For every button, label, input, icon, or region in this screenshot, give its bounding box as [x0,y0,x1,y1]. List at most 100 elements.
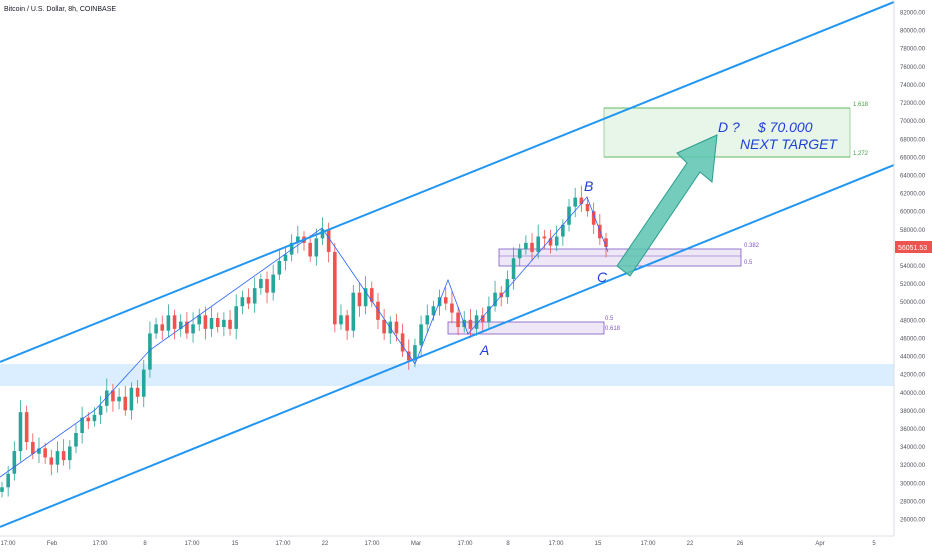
price-axis-label: 26000.00 [900,518,926,524]
price-axis-label: 68000.00 [900,137,926,143]
time-axis-label: Feb [47,541,58,547]
candle-up [517,249,522,259]
candle-up [296,236,300,243]
candle-down [357,292,362,307]
time-axis-label: 8 [143,541,147,547]
price-axis-label: 48000.00 [900,318,926,324]
fib-label-1272: 1.272 [853,151,869,157]
candle-up [141,369,146,397]
fib-label-1618: 1.618 [853,102,869,108]
candle-up [474,315,479,329]
price-axis-label: 78000.00 [900,47,926,53]
candle-down [43,448,47,458]
candle-down [215,318,220,328]
candle-up [271,274,275,293]
candle-up [351,292,356,331]
candle-down [345,315,349,331]
candle-down [203,315,208,329]
time-axis-label: 15 [595,541,602,547]
time-axis-label: 17:00 [184,541,200,547]
candle-up [166,315,171,331]
candle-up [524,242,528,250]
price-axis-label: 82000.00 [900,11,926,17]
symbol-title: Bitcoin / U.S. Dollar, 8h, COINBASE [4,6,116,13]
time-axis-label: Mar [411,541,421,547]
candle-down [376,301,380,320]
candle-down [443,297,448,304]
candle-up [431,306,436,316]
candle-down [499,292,504,298]
time-axis-label: 17:00 [548,541,564,547]
candle-up [536,236,541,252]
price-axis[interactable]: 82000.00 80000.00 78000.00 76000.00 74000.00… [900,11,926,524]
target-caption-text: NEXT TARGET [740,136,838,152]
candle-down [382,319,386,334]
candle-down [246,297,251,304]
price-axis-label: 64000.00 [900,173,926,179]
time-axis-label: 17:00 [275,541,291,547]
time-axis-label: 5 [872,541,876,547]
candle-up [363,288,368,307]
candle-down [406,351,411,361]
candle-down [49,457,54,465]
price-axis-label: 34000.00 [900,445,926,451]
candle-down [228,319,232,329]
candle-up [277,260,282,275]
candle-up [0,487,4,492]
candle-up [413,345,417,361]
candle-up [259,279,263,289]
time-axis[interactable]: 17:00 Feb 17:00 8 17:00 15 17:00 22 17:00 Mar 17:0… [0,541,876,547]
candle-up [6,473,10,488]
candle-up [234,306,239,329]
time-axis-label: 8 [506,541,510,547]
channel-lower-line[interactable] [0,164,895,528]
candle-down [450,303,454,313]
price-axis-label: 46000.00 [900,336,926,342]
candle-up [339,315,343,325]
target-arrow[interactable] [616,134,718,277]
price-axis-label: 42000.00 [900,373,926,379]
price-axis-label: 76000.00 [900,65,926,71]
candle-up [240,297,245,307]
candle-up [222,319,226,328]
time-axis-label: Apr [815,541,824,547]
candle-up [289,242,294,255]
price-axis-label: 50000.00 [900,300,926,306]
candle-up [567,206,571,225]
fib-box-low [447,321,605,335]
price-axis-label: 54000.00 [900,264,926,270]
last-price-badge [895,241,932,253]
candle-down [24,412,29,443]
candle-down [579,197,584,204]
candle-down [31,442,35,454]
channel-upper-line[interactable] [0,1,895,363]
candle-up [511,258,516,280]
price-axis-label: 36000.00 [900,427,926,433]
candle-down [548,238,553,246]
candle-down [585,203,590,212]
target-price-text: $ 70.000 [757,119,813,135]
fib-label-05-mid: 0.5 [744,260,753,266]
candle-down [61,451,66,461]
price-axis-label: 44000.00 [900,355,926,361]
support-zone [0,364,894,386]
price-axis-label: 62000.00 [900,192,926,198]
candle-up [67,446,72,461]
target-zone [603,107,851,158]
candle-down [394,321,399,334]
candle-down [160,324,165,331]
candle-up [554,236,559,246]
price-axis-label: 28000.00 [900,499,926,505]
candle-up [209,318,214,329]
candle-down [111,390,115,402]
candle-up [561,224,565,237]
candle-up [493,292,497,307]
price-axis-label: 40000.00 [900,391,926,397]
candle-down [333,251,337,325]
candle-down [542,236,547,239]
candle-up [104,390,109,406]
price-axis-label: 74000.00 [900,83,926,89]
time-axis-label: 22 [687,541,694,547]
